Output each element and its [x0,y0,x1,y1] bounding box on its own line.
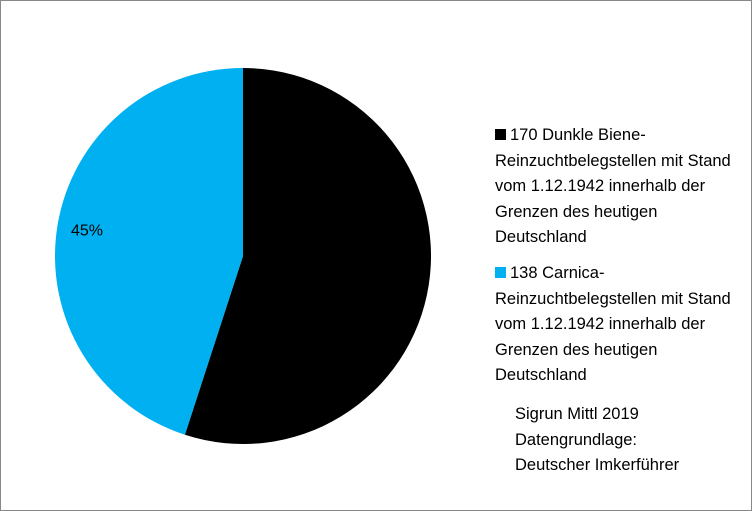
note-line: Sigrun Mittl 2019 [515,405,639,423]
note-line: Deutscher Imkerführer [515,456,680,474]
legend-label: 170 Dunkle Biene-Reinzuchtbelegstellen m… [495,126,731,246]
data-label: 45% [71,223,103,240]
legend-label: 138 Carnica-Reinzuchtbelegstellen mit St… [495,264,731,384]
note: Sigrun Mittl 2019 Datengrundlage: Deutsc… [515,402,679,479]
pie-slice [55,68,243,435]
note-line: Datengrundlage: [515,430,638,449]
legend-swatch [495,129,506,140]
legend-swatch [495,267,506,278]
pie-slice [184,68,432,445]
legend-entry: 170 Dunkle Biene-Reinzuchtbelegstellen m… [495,123,740,251]
legend-entry: 138 Carnica-Reinzuchtbelegstellen mit St… [495,261,740,389]
